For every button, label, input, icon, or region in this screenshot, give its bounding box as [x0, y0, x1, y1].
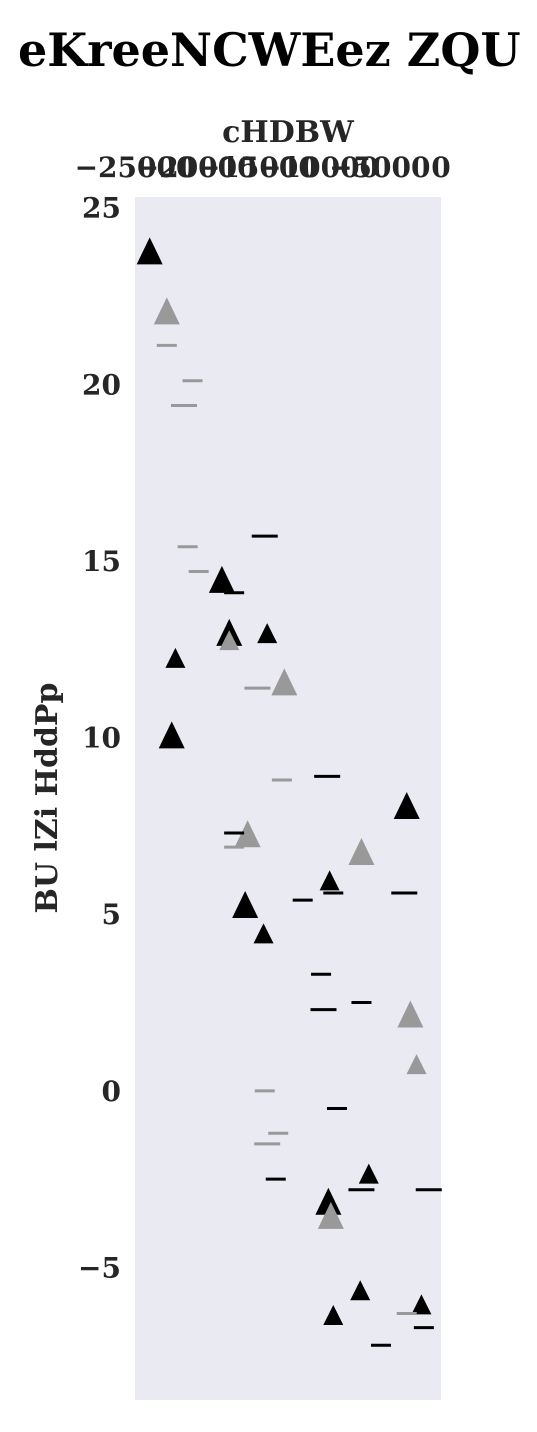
- x-axis-label: cHDBW: [222, 115, 355, 150]
- triangle-marker: [393, 792, 420, 820]
- chart-title: eKreeNCWEez ZQU: [18, 23, 521, 77]
- triangle-marker: [323, 1304, 344, 1325]
- triangle-marker: [271, 668, 298, 696]
- triangle-marker: [411, 1294, 432, 1315]
- x-tick-label: −10000: [258, 151, 379, 184]
- y-tick-label: 0: [102, 1075, 121, 1108]
- y-tick-label: 20: [82, 368, 121, 401]
- plot-area: [135, 197, 441, 1400]
- x-tick-label: −25000: [75, 151, 196, 184]
- triangle-marker: [350, 1280, 371, 1301]
- triangle-marker: [208, 565, 235, 593]
- triangle-marker: [317, 1201, 344, 1229]
- x-tick-label: −20000: [136, 151, 257, 184]
- triangle-marker: [319, 870, 340, 891]
- triangle-marker: [158, 721, 185, 749]
- triangle-marker: [397, 1000, 424, 1028]
- triangle-marker: [315, 1187, 342, 1215]
- triangle-marker: [358, 1163, 379, 1184]
- triangle-marker: [406, 1054, 427, 1075]
- y-axis-ticks: −5 0 5 10 15 20 25: [78, 192, 121, 1285]
- x-tick-label: 0: [431, 151, 450, 184]
- data-marks: [136, 237, 442, 1347]
- triangle-marker: [153, 297, 180, 325]
- triangle-marker: [234, 820, 261, 848]
- triangle-marker: [348, 837, 375, 865]
- y-tick-label: 10: [82, 722, 121, 755]
- triangle-marker: [136, 237, 163, 265]
- triangle-marker: [257, 623, 278, 644]
- triangle-marker: [232, 890, 259, 918]
- triangle-marker: [219, 630, 240, 651]
- y-axis-label: BU lZi HddPp: [30, 683, 65, 914]
- y-tick-label: −5: [78, 1252, 121, 1285]
- y-tick-label: 15: [82, 545, 121, 578]
- y-tick-label: 25: [82, 192, 121, 225]
- triangle-marker: [165, 647, 186, 668]
- triangle-marker: [253, 923, 274, 944]
- x-tick-label: −5000: [329, 151, 430, 184]
- x-tick-label: −15000: [197, 151, 318, 184]
- x-axis-ticks: −25000−20000−15000−10000−5000 0: [75, 151, 451, 184]
- y-tick-label: 5: [102, 898, 121, 931]
